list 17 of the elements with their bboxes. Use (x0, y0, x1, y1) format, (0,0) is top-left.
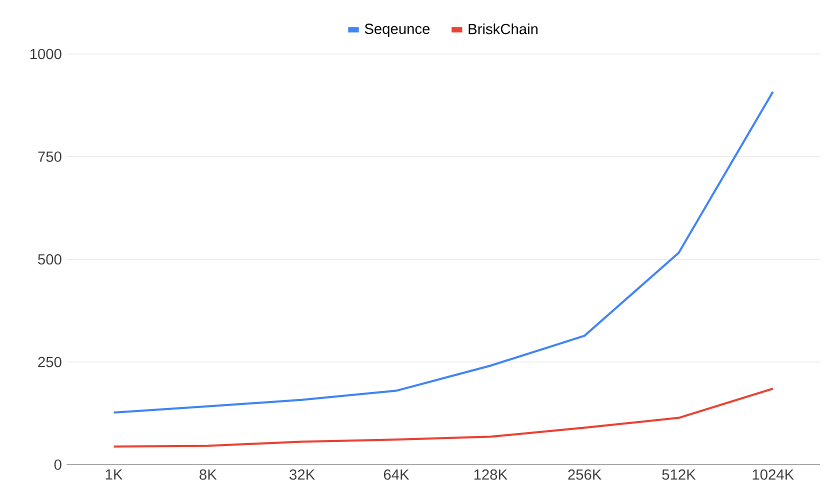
y-tick-label: 250 (38, 356, 62, 368)
x-tick-label: 128K (474, 469, 508, 480)
x-tick-label: 256K (568, 469, 602, 480)
x-tick-label: 64K (384, 469, 410, 480)
legend-label: Seqeunce (364, 24, 430, 37)
x-tick-label: 32K (290, 469, 315, 480)
x-tick-label: 8K (200, 469, 217, 480)
y-tick-label: 0 (54, 459, 62, 470)
y-tick-label: 1000 (30, 48, 62, 60)
line-series (112, 388, 774, 448)
y-tick-label: 750 (38, 151, 62, 162)
y-tick-label: 500 (38, 254, 62, 265)
x-tick-label: 512K (662, 469, 696, 480)
x-tick-label: 1024K (752, 469, 794, 480)
x-tick-label: 1K (106, 469, 123, 480)
legend-label: BriskChain (468, 23, 538, 34)
line-series (112, 90, 774, 414)
